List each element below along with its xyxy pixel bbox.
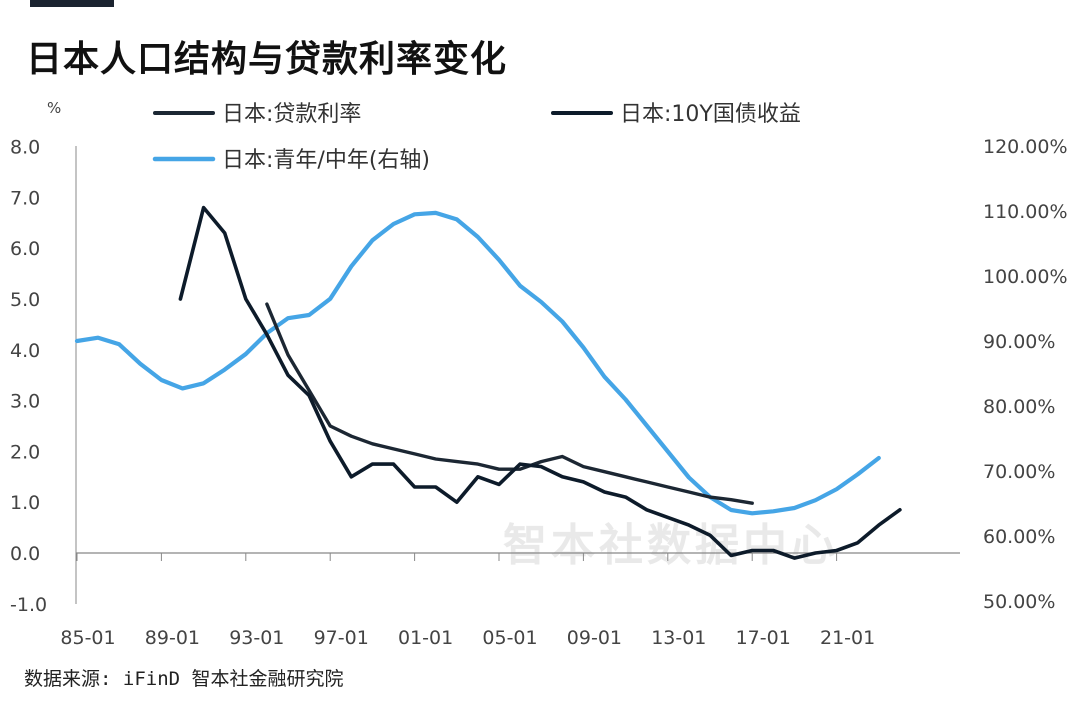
x-axis-tick-label: 93-01: [229, 627, 284, 649]
legend-label-loan-rate: 日本:贷款利率: [222, 102, 361, 127]
left-axis-tick-label: 2.0: [10, 441, 40, 463]
left-axis-tick-label: 3.0: [10, 391, 40, 413]
series-layer: [74, 205, 902, 560]
title-accent-bar: [30, 0, 114, 7]
left-axis-unit: %: [47, 99, 61, 117]
left-axis-tick-label: 4.0: [10, 340, 40, 362]
series-line-bond-10y: [178, 205, 902, 560]
chart-title: 日本人口结构与贷款利率变化: [26, 39, 508, 80]
right-axis-tick-label: 80.00%: [983, 396, 1055, 418]
legend-label-youth-ratio: 日本:青年/中年(右轴): [222, 148, 430, 173]
left-axis-tick-label: 1.0: [10, 492, 40, 514]
right-axis-tick-label: 100.00%: [983, 266, 1068, 288]
left-axis-tick-label: 8.0: [10, 137, 40, 159]
series-line-youth-ratio: [74, 210, 881, 516]
right-axis-tick-label: 90.00%: [983, 331, 1055, 353]
watermark: 智本社数据中心: [503, 520, 839, 571]
right-axis-tick-label: 110.00%: [983, 201, 1068, 223]
x-axis-tick-label: 21-01: [820, 627, 875, 649]
x-axis-tick-label: 13-01: [651, 627, 706, 649]
series-line-loan-rate: [265, 302, 754, 505]
source-note: 数据来源: iFinD 智本社金融研究院: [24, 668, 344, 690]
right-axis-tick-label: 60.00%: [983, 526, 1055, 548]
left-axis-ticks: 8.0 7.0 6.0 5.0 4.0 3.0 2.0 1.0 0.0 -1.0: [10, 137, 47, 616]
left-axis-tick-label: 0.0: [10, 543, 40, 565]
left-axis-tick-label: 7.0: [10, 187, 40, 209]
right-axis-tick-label: 50.00%: [983, 591, 1055, 613]
x-axis-tick-label: 89-01: [145, 627, 200, 649]
x-axis-tick-label: 85-01: [60, 627, 115, 649]
right-axis-tick-label: 70.00%: [983, 461, 1055, 483]
right-axis-tick-label: 120.00%: [983, 136, 1068, 158]
x-axis-ticks: 85-01 89-01 93-01 97-01 01-01 05-01 09-01 13-01…: [60, 553, 875, 649]
x-axis-tick-label: 97-01: [314, 627, 369, 649]
x-axis-tick-label: 01-01: [398, 627, 453, 649]
right-axis-ticks: 120.00% 110.00% 100.00% 90.00% 80.00% 70.00% 6…: [983, 136, 1068, 613]
left-axis-tick-label: -1.0: [10, 594, 47, 616]
x-axis-tick-label: 09-01: [567, 627, 622, 649]
legend-label-bond-10y: 日本:10Y国债收益: [620, 102, 801, 127]
left-axis-tick-label: 6.0: [10, 238, 40, 260]
left-axis-tick-label: 5.0: [10, 289, 40, 311]
x-axis-tick-label: 05-01: [482, 627, 537, 649]
x-axis-tick-label: 17-01: [736, 627, 791, 649]
